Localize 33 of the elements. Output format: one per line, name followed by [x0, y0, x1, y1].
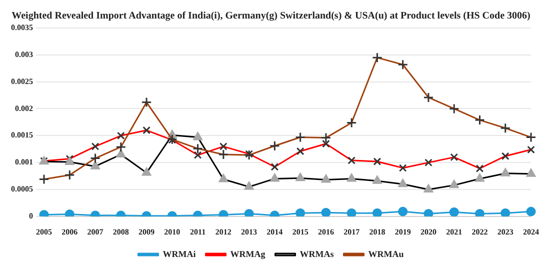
x-tick-label: 2016: [318, 227, 334, 236]
x-tick-label: 2013: [241, 227, 258, 236]
legend-label: WRMAu: [368, 248, 404, 259]
x-tick-label: 2012: [215, 227, 232, 236]
x-tick-label: 2018: [369, 227, 386, 236]
x-tick-label: 2023: [497, 227, 514, 236]
x-tick-label: 2014: [266, 227, 283, 236]
y-tick-label: 0.0005: [11, 184, 33, 194]
x-tick-label: 2011: [190, 227, 206, 236]
x-tick-label: 2010: [164, 227, 180, 236]
x-tick-label: 2024: [523, 227, 539, 236]
x-tick-label: 2022: [472, 227, 488, 236]
y-tick-label: 0.002: [15, 104, 33, 113]
x-tick-label: 2019: [394, 227, 411, 236]
x-tick-label: 2009: [138, 227, 155, 236]
legend-label: WRMAg: [230, 248, 266, 259]
x-tick-label: 2008: [112, 227, 129, 236]
y-tick-label: 0: [29, 211, 33, 220]
y-tick-label: 0.0025: [11, 76, 33, 86]
x-tick-label: 2017: [344, 227, 360, 236]
legend-label: WRMAi: [162, 248, 196, 259]
y-tick-label: 0.0015: [11, 130, 33, 140]
x-tick-label: 2015: [292, 227, 308, 236]
y-tick-label: 0.003: [15, 50, 33, 59]
x-tick-label: 2021: [446, 227, 462, 236]
x-tick-label: 2020: [420, 227, 436, 236]
y-tick-label: 0.001: [15, 158, 33, 167]
x-tick-label: 2005: [36, 227, 52, 236]
y-tick-label: 0.0035: [11, 23, 33, 32]
x-tick-label: 2006: [62, 227, 78, 236]
x-tick-label: 2007: [87, 227, 104, 236]
chart-title: Weighted Revealed Import Advantage of India(i), Germany(g) Switzerland(s) & USA(u) at Product levels (HS Code 3006): [12, 10, 530, 22]
legend-label: WRMAs: [300, 248, 334, 259]
